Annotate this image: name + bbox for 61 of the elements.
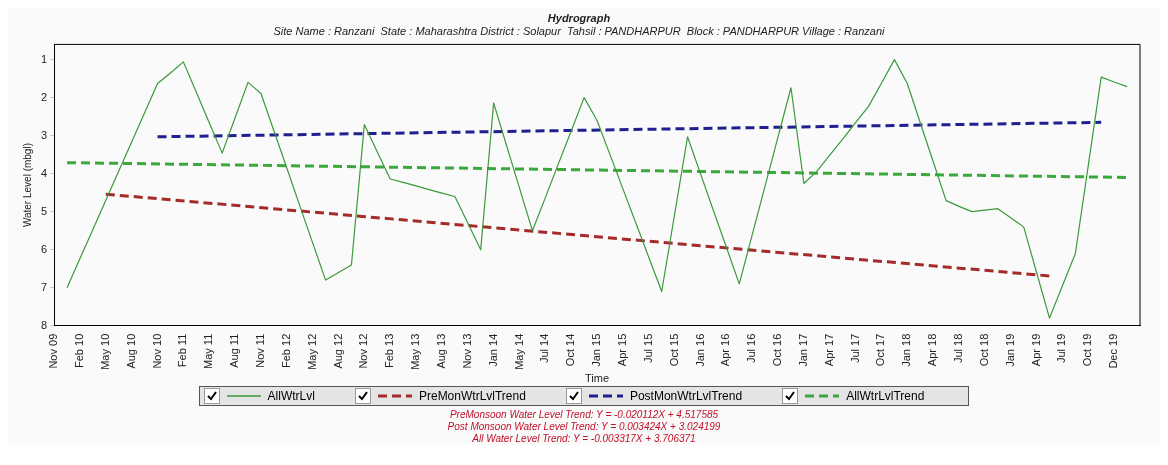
x-tick-label: Apr 16 [719, 333, 732, 367]
x-tick-label: May 10 [98, 333, 111, 370]
x-tick-label: Nov 11 [253, 333, 266, 368]
x-tick-label: Feb 13 [383, 333, 396, 368]
x-tick-label: Oct 14 [564, 333, 577, 367]
y-tick-label: 6 [40, 242, 48, 255]
x-tick-label: Feb 10 [73, 333, 85, 368]
x-tick-label: Oct 16 [771, 333, 784, 367]
y-tick-label: 1 [40, 52, 48, 65]
x-tick-label: Jul 18 [952, 333, 965, 364]
x-tick-label: Feb 11 [176, 333, 189, 368]
x-tick-label: Jan 14 [486, 333, 499, 367]
x-tick-label: May 14 [512, 333, 525, 370]
y-tick-label: 8 [40, 318, 48, 331]
x-tick-label: Nov 13 [460, 333, 473, 369]
x-tick-label: Jul 16 [745, 333, 758, 364]
x-tick-label: Jul 15 [641, 333, 654, 364]
y-tick-label: 2 [40, 90, 48, 103]
x-tick-label: Aug 10 [124, 333, 137, 369]
x-tick-label: Jul 19 [1055, 333, 1068, 364]
y-axis-title: Water Level (mbgl) [21, 143, 33, 228]
text: Post Monsoon Water Level Trend: Y = 0.003424X + 3.024199 [446, 421, 722, 433]
y-tick-label: 3 [40, 128, 48, 141]
x-tick-label: Dec 19 [1107, 333, 1120, 369]
x-tick-label: Feb 12 [279, 333, 292, 368]
x-tick-label: Aug 13 [434, 333, 447, 369]
x-tick-label: Jan 18 [900, 333, 913, 367]
x-tick-label: May 12 [305, 333, 318, 370]
legend-label: AllWtrLvlTrend [846, 389, 925, 403]
x-tick-label: Oct 17 [874, 333, 887, 367]
x-tick-label: May 13 [409, 333, 422, 370]
x-tick-label: Aug 11 [228, 333, 241, 368]
x-tick-label: Nov 10 [150, 333, 163, 369]
x-tick-label: Jul 17 [848, 333, 861, 364]
x-tick-label: Aug 12 [331, 333, 344, 369]
legend-label: PostMonWtrLvlTrend [629, 389, 743, 403]
x-tick-label: Oct 18 [977, 333, 990, 367]
x-tick-label: Jan 17 [796, 333, 809, 367]
y-tick-label: 4 [40, 166, 48, 179]
x-axis-title: Time [585, 372, 610, 385]
legend-label: PreMonWtrLvlTrend [418, 389, 526, 403]
x-tick-label: Apr 19 [1029, 333, 1042, 367]
x-tick-label: Oct 19 [1081, 333, 1094, 367]
x-tick-label: Apr 15 [615, 333, 628, 367]
chart-title: Hydrograph [547, 11, 611, 24]
text: PreMonsoon Water Level Trend: Y = -0.020112X + 4.517585 [448, 409, 720, 421]
x-tick-label: Nov 12 [357, 333, 370, 369]
x-tick-label: Jul 14 [538, 333, 551, 364]
x-tick-label: Apr 17 [822, 333, 835, 367]
x-tick-label: Oct 15 [667, 333, 680, 367]
x-tick-label: Nov 09 [47, 333, 60, 369]
text: All Water Level Trend: Y = -0.003317X + 3.706371 [471, 433, 697, 445]
x-tick-label: Jan 15 [590, 333, 603, 367]
y-tick-label: 5 [40, 204, 48, 217]
chart-subtitle: Site Name : Ranzani State : Maharashtra District : Solapur Tahsil : PANDHARPUR Block : PANDHARPUR Village : Ranzani [273, 24, 886, 37]
legend-label: AllWtrLvl [267, 389, 315, 403]
x-tick-label: Apr 18 [926, 333, 939, 367]
x-tick-label: Jan 19 [1003, 333, 1016, 367]
x-tick-label: May 11 [202, 333, 215, 369]
y-tick-label: 7 [40, 280, 48, 293]
x-tick-label: Jan 16 [693, 333, 706, 367]
